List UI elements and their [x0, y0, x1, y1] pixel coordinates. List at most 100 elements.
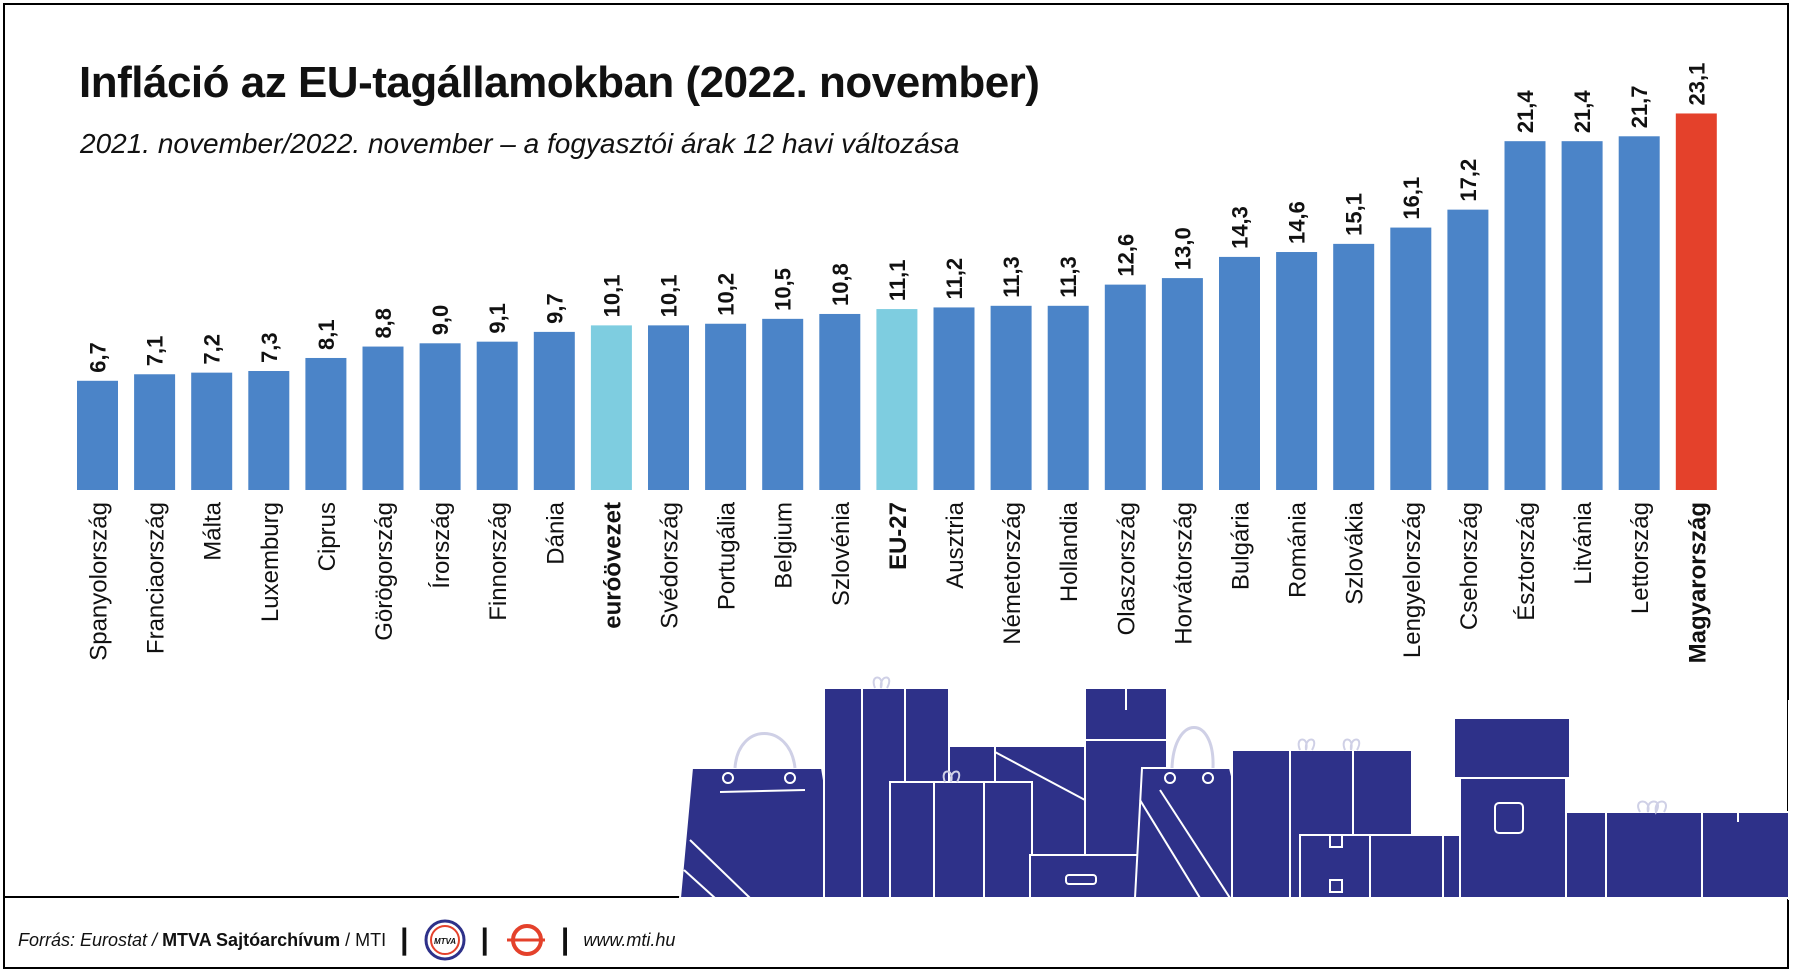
category-label: Szlovákia	[1342, 501, 1369, 604]
bar-Írország	[419, 343, 461, 490]
category-label: Hollandia	[1056, 501, 1083, 602]
value-label: 14,6	[1285, 201, 1310, 244]
value-label: 17,2	[1456, 159, 1481, 202]
category-label: Észtország	[1513, 502, 1540, 621]
value-label: 12,6	[1113, 234, 1138, 277]
footer-separator: |	[480, 923, 489, 956]
bar-Csehország	[1447, 209, 1489, 490]
bar-Lengyelország	[1390, 227, 1432, 490]
value-label: 16,1	[1399, 177, 1424, 220]
bar-Olaszország	[1104, 284, 1146, 490]
value-label: 8,8	[371, 308, 396, 339]
value-label: 21,4	[1513, 90, 1538, 134]
source-prefix: Forrás: Eurostat /	[18, 929, 158, 950]
bar-Ciprus	[305, 357, 347, 490]
category-label: Magyarország	[1684, 502, 1711, 663]
category-label: Ciprus	[314, 502, 341, 571]
category-label: Románia	[1285, 501, 1312, 598]
bar-Görögország	[362, 346, 404, 490]
mtva-logo-icon: MTVA	[424, 919, 466, 961]
category-label: Horvátország	[1170, 502, 1197, 645]
value-label: 21,4	[1570, 90, 1595, 134]
bar-Hollandia	[1047, 305, 1089, 490]
category-label: Írország	[428, 502, 455, 589]
category-label: Görögország	[371, 502, 398, 641]
value-label: 11,1	[885, 259, 910, 301]
mti-logo-icon	[506, 924, 545, 956]
category-label: Bulgária	[1228, 501, 1255, 590]
bar-Finnország	[476, 341, 518, 490]
bar-Litvánia	[1561, 141, 1603, 490]
gift-box-icon	[1459, 777, 1567, 899]
bar-Bulgária	[1219, 256, 1260, 490]
svg-text:MTVA: MTVA	[433, 937, 455, 946]
bar-Szlovákia	[1333, 243, 1375, 490]
category-label: euróövezet	[599, 502, 626, 629]
bar-Spanyolország	[77, 380, 118, 490]
category-label: Csehország	[1456, 502, 1483, 630]
category-label: Szlovénia	[828, 501, 855, 606]
category-label: EU-27	[885, 502, 912, 570]
bar-Portugália	[705, 323, 747, 490]
value-label: 11,3	[1056, 256, 1081, 298]
value-label: 7,2	[200, 334, 225, 365]
category-label: Svédország	[657, 502, 684, 629]
category-label: Ausztria	[942, 501, 969, 588]
value-label: 13,0	[1170, 227, 1195, 270]
category-label: Finnország	[485, 502, 512, 621]
value-label: 10,2	[714, 273, 739, 316]
category-label: Spanyolország	[86, 502, 113, 661]
category-label: Málta	[200, 501, 227, 560]
value-label: 10,5	[771, 268, 796, 311]
bar-Szlovénia	[819, 313, 861, 490]
value-label: 11,3	[999, 256, 1024, 298]
value-label: 6,7	[86, 342, 111, 373]
value-label: 23,1	[1684, 63, 1709, 106]
bar-Dánia	[533, 331, 575, 490]
value-label: 21,7	[1627, 85, 1652, 128]
bar-Lettország	[1618, 136, 1660, 491]
bar-EU-27	[876, 309, 918, 490]
bar-Ausztria	[933, 307, 975, 490]
source-suffix: / MTI	[345, 929, 387, 950]
category-label: Németország	[999, 502, 1026, 645]
category-label: Luxemburg	[257, 502, 284, 622]
bar-euróövezet	[590, 325, 632, 490]
chart-title: Infláció az EU-tagállamokban (2022. nove…	[79, 58, 1040, 107]
category-label: Litvánia	[1570, 501, 1597, 584]
value-label: 9,0	[428, 305, 453, 336]
bar-Luxemburg	[248, 371, 290, 490]
chart-subtitle: 2021. november/2022. november – a fogyas…	[80, 128, 960, 159]
footer-separator: |	[400, 923, 409, 956]
infographic-frame	[3, 3, 1789, 969]
category-label: Lettország	[1627, 502, 1654, 614]
value-label: 11,2	[942, 258, 967, 300]
value-label: 8,1	[314, 319, 339, 350]
footer-url[interactable]: www.mti.hu	[583, 929, 676, 950]
value-label: 7,1	[143, 336, 168, 367]
value-label: 7,3	[257, 332, 282, 363]
category-label: Franciaország	[143, 502, 170, 654]
footer-separator: |	[560, 923, 570, 956]
category-label: Portugália	[714, 501, 741, 610]
bar-Málta	[191, 372, 233, 490]
bar-Magyarország	[1675, 113, 1717, 490]
category-label: Dánia	[542, 501, 569, 564]
bar-Franciaország	[134, 374, 176, 490]
bar-Svédország	[648, 325, 689, 490]
gift-box-icon	[889, 781, 1033, 899]
value-label: 9,1	[485, 303, 510, 334]
bar-Észtország	[1504, 141, 1546, 490]
bar-Németország	[990, 305, 1032, 490]
value-label: 10,1	[657, 275, 682, 318]
value-label: 10,1	[599, 275, 624, 318]
source-bold: MTVA Sajtóarchívum	[162, 929, 341, 950]
bar-Horvátország	[1161, 278, 1203, 490]
category-label: Lengyelország	[1399, 502, 1426, 658]
value-label: 15,1	[1342, 193, 1367, 236]
category-label: Belgium	[771, 502, 798, 589]
value-label: 14,3	[1228, 206, 1253, 249]
category-label: Olaszország	[1113, 502, 1140, 635]
